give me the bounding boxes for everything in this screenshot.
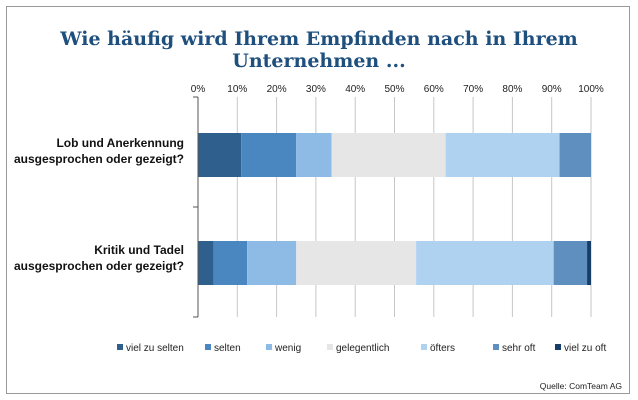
legend-item: selten xyxy=(205,343,241,354)
bar-segment: öfters: 29% xyxy=(445,133,560,177)
legend-swatch xyxy=(555,344,561,350)
chart-title-line: Wie häufig wird Ihrem Empfinden nach in … xyxy=(59,28,578,50)
bar-segment: sehr oft: 8.5% xyxy=(553,241,588,285)
category-label: Lob und Anerkennung xyxy=(56,136,184,150)
legend-label: gelegentlich xyxy=(336,343,389,354)
bar-segment: wenig: 9% xyxy=(296,133,332,177)
legend-item: viel zu selten xyxy=(117,343,184,354)
legend-label: wenig xyxy=(274,343,301,354)
x-axis-tick-labels: 0% 10% 20% 30% 40% 50% 60% 70% 80% 90% 100% xyxy=(191,84,604,95)
legend-swatch xyxy=(205,344,211,350)
legend-swatch xyxy=(117,344,123,350)
y-axis xyxy=(193,96,199,318)
bar-segment: öfters: 35% xyxy=(416,241,554,285)
chart-title: Wie häufig wird Ihrem Empfinden nach in … xyxy=(59,28,578,72)
legend: viel zu selten selten wenig gelegentlich öft… xyxy=(117,343,606,354)
legend-swatch xyxy=(266,344,272,350)
legend-item: viel zu oft xyxy=(555,343,606,354)
category-labels: Lob und Anerkennung ausgesprochen oder ge… xyxy=(14,136,184,273)
bar-segment: gelegentlich: 29% xyxy=(331,133,446,177)
x-tick-label: 20% xyxy=(267,84,287,95)
legend-label: sehr oft xyxy=(502,343,536,354)
legend-item: gelegentlich xyxy=(327,343,389,354)
x-tick-label: 0% xyxy=(191,84,206,95)
category-label: ausgesprochen oder gezeigt? xyxy=(14,259,184,273)
legend-item: öfters xyxy=(421,343,455,354)
source-text: Quelle: ComTeam AG xyxy=(540,381,622,391)
legend-label: viel zu oft xyxy=(564,343,606,354)
bar-segment: viel zu oft: 1% xyxy=(587,241,591,285)
x-tick-label: 90% xyxy=(542,84,562,95)
bar-segment: viel zu selten: 4% xyxy=(198,241,214,285)
category-label: Kritik und Tadel xyxy=(94,243,184,257)
legend-swatch xyxy=(421,344,427,350)
legend-label: öfters xyxy=(430,343,455,354)
bar-segment: gelegentlich: 30.5% xyxy=(296,241,417,285)
chart-title-line: Unternehmen ... xyxy=(232,50,405,72)
x-tick-label: 30% xyxy=(306,84,326,95)
bar-segment: selten: 14% xyxy=(241,133,297,177)
x-tick-label: 50% xyxy=(384,84,404,95)
chart-frame xyxy=(6,6,630,394)
x-tick-label: 10% xyxy=(227,84,247,95)
source-note: Quelle: ComTeam AG xyxy=(540,381,622,391)
x-tick-label: 80% xyxy=(502,84,522,95)
x-tick-label: 70% xyxy=(463,84,483,95)
legend-item: sehr oft xyxy=(493,343,536,354)
bars: viel zu selten: 11%selten: 14%wenig: 9%g… xyxy=(198,133,591,285)
bar-segment: viel zu selten: 11% xyxy=(198,133,242,177)
legend-item: wenig xyxy=(266,343,301,354)
legend-label: viel zu selten xyxy=(126,343,184,354)
legend-swatch xyxy=(493,344,499,350)
bar-segment: sehr oft: 8% xyxy=(559,133,591,177)
bar-segment: selten: 8.5% xyxy=(213,241,248,285)
x-tick-label: 100% xyxy=(578,84,604,95)
legend-label: selten xyxy=(214,343,241,354)
legend-swatch xyxy=(327,344,333,350)
x-tick-label: 40% xyxy=(345,84,365,95)
x-tick-label: 60% xyxy=(424,84,444,95)
category-label: ausgesprochen oder gezeigt? xyxy=(14,152,184,166)
bar-segment: wenig: 12.5% xyxy=(247,241,297,285)
